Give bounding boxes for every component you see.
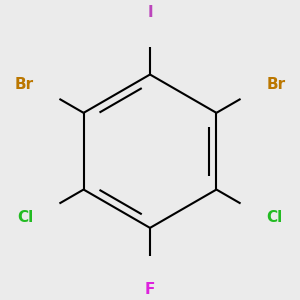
Text: Br: Br xyxy=(14,77,33,92)
Text: Cl: Cl xyxy=(17,210,33,225)
Text: Br: Br xyxy=(267,77,286,92)
Text: I: I xyxy=(147,5,153,20)
Text: Cl: Cl xyxy=(267,210,283,225)
Text: F: F xyxy=(145,282,155,297)
